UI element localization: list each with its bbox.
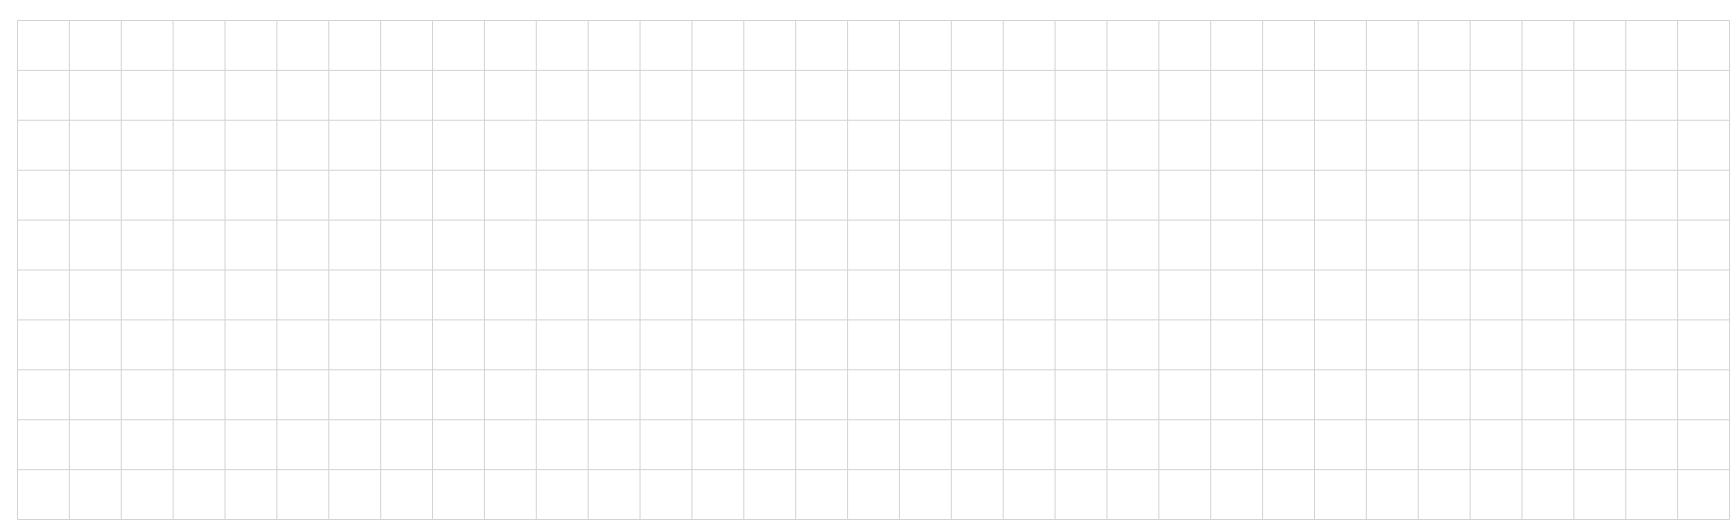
grid-lines bbox=[17, 20, 1730, 520]
